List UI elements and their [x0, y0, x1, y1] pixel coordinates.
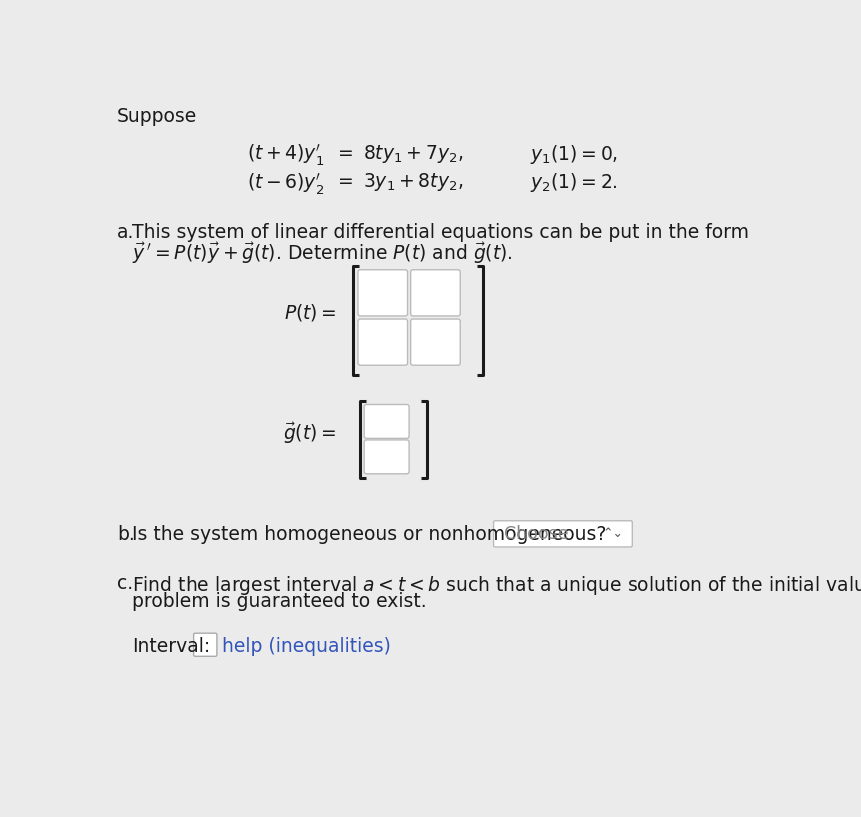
FancyBboxPatch shape	[364, 440, 409, 474]
Text: $(t-6)y_2'$: $(t-6)y_2'$	[247, 172, 325, 197]
Text: $=$: $=$	[334, 143, 354, 161]
Text: $y_1(1) = 0,$: $y_1(1) = 0,$	[530, 143, 618, 166]
Text: Choose: Choose	[505, 525, 569, 542]
FancyBboxPatch shape	[493, 520, 632, 547]
FancyBboxPatch shape	[411, 319, 461, 365]
FancyBboxPatch shape	[358, 319, 407, 365]
Text: $\vec{y}\,' = P(t)\vec{y} + \vec{g}(t)$. Determine $P(t)$ and $\vec{g}(t)$.: $\vec{y}\,' = P(t)\vec{y} + \vec{g}(t)$.…	[133, 241, 513, 266]
FancyBboxPatch shape	[194, 633, 217, 656]
FancyBboxPatch shape	[364, 404, 409, 439]
FancyBboxPatch shape	[358, 270, 407, 316]
Text: $=$: $=$	[334, 172, 354, 190]
Text: problem is guaranteed to exist.: problem is guaranteed to exist.	[133, 592, 427, 611]
Text: $8ty_1 + 7y_2,$: $8ty_1 + 7y_2,$	[363, 143, 464, 165]
Text: $\vec{g}(t) =$: $\vec{g}(t) =$	[283, 422, 337, 446]
Text: Find the largest interval $a < t < b$ such that a unique solution of the initial: Find the largest interval $a < t < b$ su…	[133, 574, 861, 597]
Text: $P(t) =$: $P(t) =$	[283, 301, 337, 323]
Text: a.: a.	[117, 223, 134, 242]
Text: $(t+4)y_1'$: $(t+4)y_1'$	[247, 143, 325, 168]
Text: b.: b.	[117, 525, 134, 544]
Text: This system of linear differential equations can be put in the form: This system of linear differential equat…	[133, 223, 749, 242]
Text: help (inequalities): help (inequalities)	[221, 637, 390, 656]
Text: $y_2(1) = 2.$: $y_2(1) = 2.$	[530, 172, 618, 194]
Text: c.: c.	[117, 574, 133, 593]
Text: Interval:: Interval:	[133, 637, 211, 656]
Text: Suppose: Suppose	[117, 107, 197, 127]
Text: $3y_1 + 8ty_2,$: $3y_1 + 8ty_2,$	[363, 172, 464, 193]
FancyBboxPatch shape	[411, 270, 461, 316]
Text: Is the system homogeneous or nonhomogeneous?: Is the system homogeneous or nonhomogene…	[133, 525, 607, 544]
Text: ⌃⌄: ⌃⌄	[602, 527, 623, 540]
